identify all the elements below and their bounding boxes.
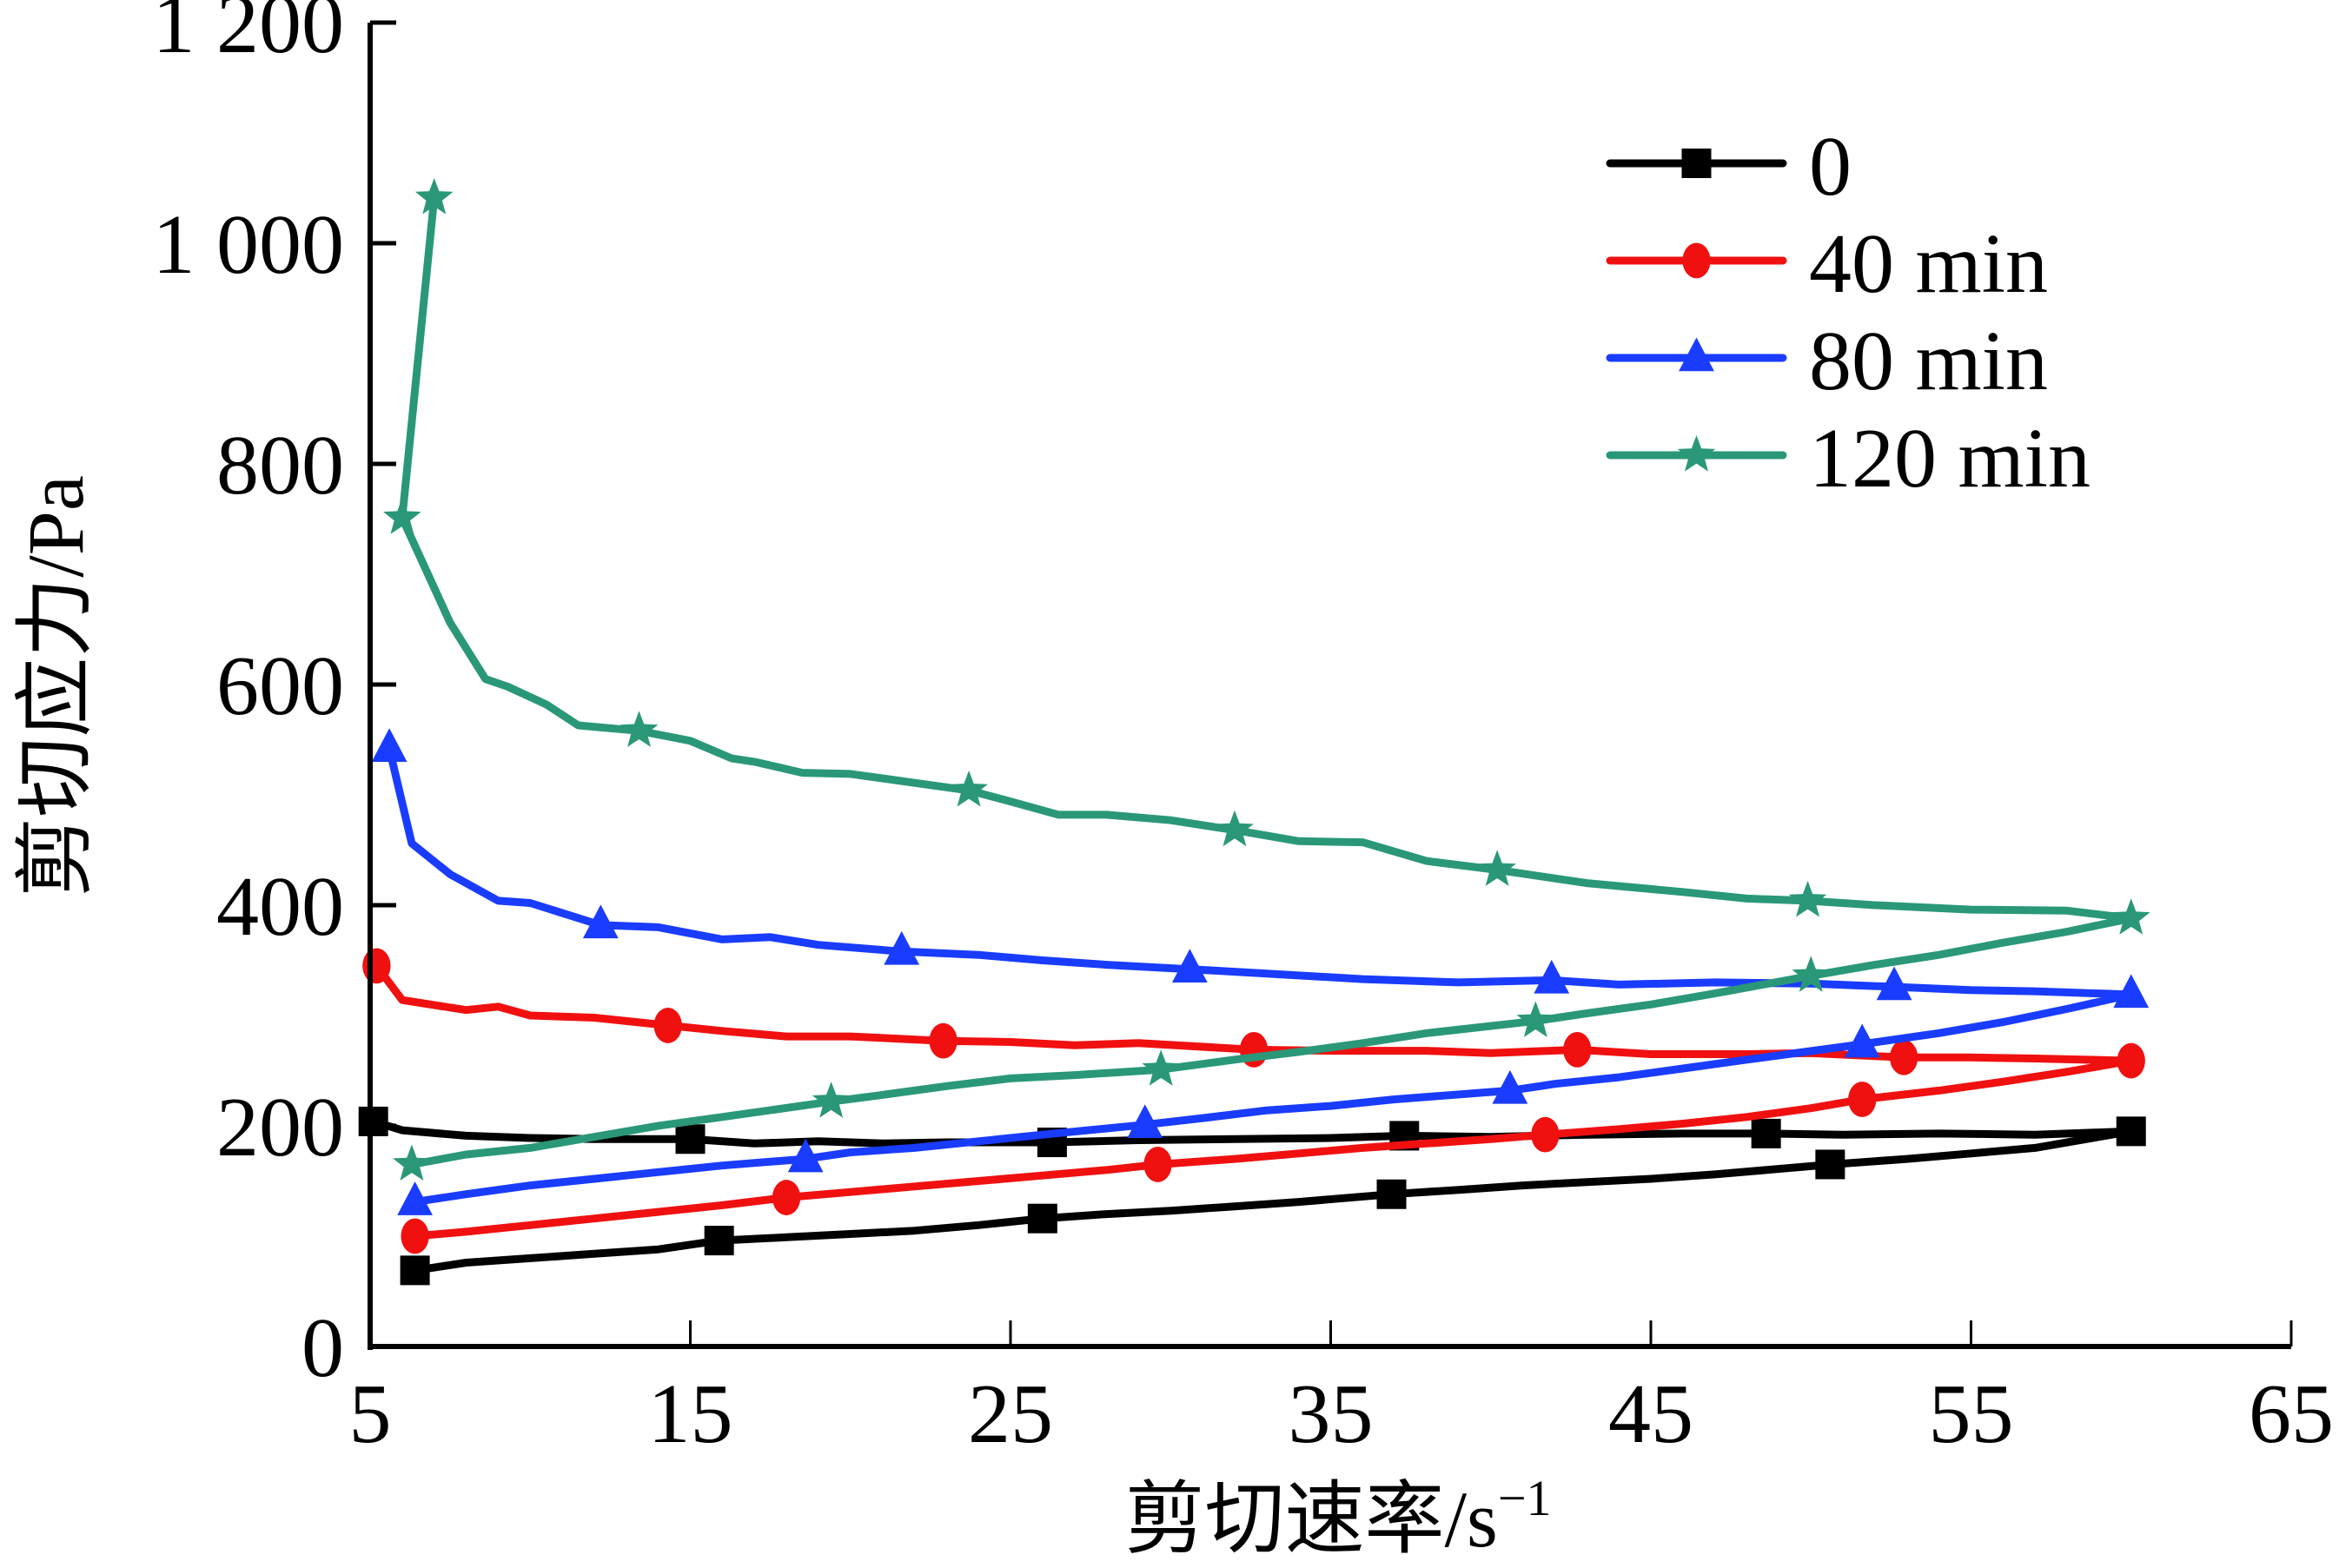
data-point-0 <box>704 1226 734 1256</box>
x-tick-label: 25 <box>968 1367 1053 1461</box>
series-line-120-min-up <box>408 914 2136 1168</box>
data-point-0 <box>1376 1179 1407 1209</box>
data-point-40-min <box>1531 1116 1560 1153</box>
data-point-80-min <box>397 1181 433 1215</box>
data-point-120-min <box>812 1082 851 1118</box>
data-point-120-min <box>1478 850 1516 886</box>
y-tick-label: 1 000 <box>153 198 345 292</box>
legend-label: 120 min <box>1809 412 2091 506</box>
data-point-120-min <box>1216 810 1254 847</box>
legend-marker-triangle-icon <box>1679 337 1714 372</box>
data-point-80-min <box>1844 1023 1880 1058</box>
data-point-80-min <box>884 930 920 965</box>
data-point-120-min <box>1788 881 1827 917</box>
data-point-40-min <box>929 1022 957 1059</box>
data-point-120-min <box>1792 956 1831 992</box>
data-point-40-min <box>1143 1147 1172 1182</box>
data-point-0 <box>2116 1116 2146 1147</box>
data-point-0 <box>358 1106 388 1136</box>
data-point-40-min <box>362 948 391 984</box>
data-point-80-min <box>1876 966 1912 1001</box>
y-tick-label: 1 200 <box>153 0 345 71</box>
y-tick-label: 800 <box>216 419 344 513</box>
y-axis-title: 剪切应力/Pa <box>11 475 100 897</box>
data-point-120-min <box>383 498 421 534</box>
x-tick-label: 35 <box>1289 1367 1374 1461</box>
series-line-120-min-down <box>398 194 2136 923</box>
x-tick-label: 65 <box>2249 1367 2334 1461</box>
x-axis-title-text: 剪切速率/s <box>1124 1475 1497 1564</box>
data-point-80-min <box>582 904 619 939</box>
data-point-80-min <box>2113 974 2150 1009</box>
plot-area <box>358 178 2150 1286</box>
data-point-120-min <box>1142 1049 1180 1086</box>
series-line-80-min-up <box>411 990 2136 1207</box>
y-tick-label: 0 <box>301 1301 344 1395</box>
data-point-120-min <box>1516 1001 1555 1037</box>
x-tick-label: 55 <box>1929 1367 2014 1461</box>
legend-label: 80 min <box>1809 314 2048 408</box>
y-tick-label: 600 <box>216 639 344 733</box>
legend-item-80-min: 80 min <box>1606 314 2048 408</box>
data-point-120-min <box>2111 898 2150 935</box>
data-point-80-min <box>1492 1069 1528 1104</box>
data-point-0 <box>1027 1203 1057 1234</box>
legend-label: 40 min <box>1809 217 2048 311</box>
x-tick-label: 15 <box>648 1367 733 1461</box>
legend-marker-circle-icon <box>1682 242 1711 279</box>
series-80-min <box>371 728 2150 1215</box>
x-tick-label: 45 <box>1608 1367 1693 1461</box>
y-tick-label: 400 <box>216 860 344 954</box>
data-point-80-min <box>787 1138 824 1173</box>
x-tick-label: 5 <box>349 1367 392 1461</box>
data-point-0 <box>675 1124 706 1154</box>
legend-marker-star-icon <box>1677 435 1716 472</box>
data-point-40-min <box>2117 1042 2145 1079</box>
legend-label: 0 <box>1809 120 1852 214</box>
data-point-80-min <box>371 728 408 762</box>
data-point-40-min <box>772 1180 801 1215</box>
data-point-120-min <box>620 711 659 747</box>
legend-marker-square-icon <box>1681 149 1712 178</box>
data-point-80-min <box>1534 959 1570 994</box>
legend-item-120-min: 120 min <box>1606 412 2091 506</box>
series-120-min <box>383 178 2150 1181</box>
data-point-40-min <box>1848 1082 1877 1117</box>
x-axis-title-superscript: −1 <box>1498 1470 1552 1526</box>
x-axis-title: 剪切速率/s−1 <box>1124 1470 1551 1564</box>
data-point-80-min <box>1127 1104 1163 1139</box>
series-line-0-up <box>411 1127 2136 1274</box>
data-point-120-min <box>393 1144 431 1181</box>
data-point-40-min <box>1889 1039 1918 1075</box>
axes: 0 200 400 600 800 1 000 1 200 5 15 25 35 45 55 65 <box>153 0 2335 1461</box>
data-point-0 <box>1815 1149 1845 1180</box>
legend-item-0: 0 <box>1606 120 1852 214</box>
data-point-80-min <box>1171 949 1208 982</box>
data-point-40-min <box>401 1218 429 1254</box>
data-point-40-min <box>653 1008 682 1043</box>
data-point-120-min <box>950 771 988 807</box>
data-point-0 <box>1751 1118 1781 1148</box>
data-point-0 <box>400 1255 430 1286</box>
data-point-40-min <box>1563 1031 1592 1068</box>
y-tick-label: 200 <box>216 1081 344 1174</box>
series-line-80-min-down <box>385 744 2136 999</box>
data-point-120-min <box>414 178 454 215</box>
legend-item-40-min: 40 min <box>1606 217 2048 311</box>
series-line-40-min-up <box>411 1056 2136 1241</box>
